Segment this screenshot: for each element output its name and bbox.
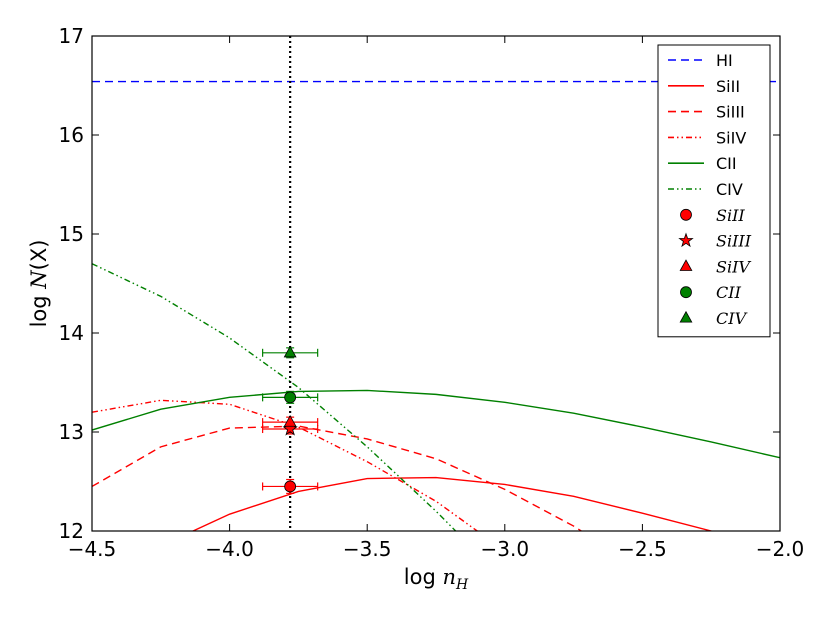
series-line-siiv [92,399,479,531]
plot-area [91,35,781,532]
legend-item-siiii-marker: SiIII [678,232,752,251]
legend: HI SiII SiIII SiIV CII CIV SiII SiIII SiIV CII CIV [657,44,771,338]
legend-label: CII [716,283,742,302]
y-axis-title-suffix: (X) [27,240,51,271]
x-tick-label: −3.5 [343,537,392,561]
legend-swatch [679,259,693,271]
y-tick-label: 12 [59,519,84,543]
y-tick-label: 15 [59,222,84,246]
legend-swatch [679,310,693,323]
series-line-siiii [92,425,583,531]
y-axis-title-var: N [27,270,51,290]
legend-item-siii-line: SiII [668,77,740,96]
y-tick-label: 13 [59,420,84,444]
axis-ticks: −4.5 −4.0 −3.5 −3.0 −2.5 −2.0 12 13 14 15 16 17 [59,24,805,561]
legend-label: SiIV [716,257,751,276]
legend-label: SiII [716,77,740,96]
legend-label: CIV [716,309,748,328]
legend-item-cii-line: CII [668,154,737,173]
y-tick-label: 16 [59,123,84,147]
legend-box [657,44,771,338]
legend-item-siiv-line: SiIV [668,128,746,147]
legend-item-cii-marker: CII [680,283,742,302]
series-line-civ [92,263,457,531]
x-tick-label: −4.5 [68,537,117,561]
y-tick-label: 14 [59,321,84,345]
y-tick-label: 17 [59,24,84,48]
series-line-siii [191,476,714,531]
legend-label: SiII [716,206,745,225]
x-axis-title-sub: H [455,577,469,593]
legend-swatch [678,232,694,248]
legend-item-hi-line: HI [668,51,733,70]
legend-label: CIV [716,180,743,199]
series-line-cii [92,389,780,459]
legend-label: HI [716,51,733,70]
legend-swatch [680,286,692,299]
legend-label: SiIII [716,232,752,251]
marker-circle [284,480,297,493]
marker-triangle [283,345,297,358]
legend-item-siiii-line: SiIII [668,103,745,122]
x-axis-title-prefix: log [404,565,443,589]
legend-label: SiIII [716,103,745,122]
x-tick-label: −3.0 [481,537,530,561]
legend-label: SiIV [716,128,746,147]
legend-swatch [680,208,692,221]
marker-triangle [283,414,297,427]
marker-circle [284,391,297,404]
legend-item-siii-marker: SiII [680,206,745,225]
legend-item-siiv-marker: SiIV [679,257,751,276]
y-axis-title-prefix: log [27,289,51,328]
y-axis-title: log N(X) [27,240,51,328]
x-axis-title-var: n [442,565,456,589]
x-tick-label: −4.0 [205,537,254,561]
x-tick-label: −2.5 [618,537,667,561]
legend-label: CII [716,154,737,173]
x-tick-label: −2.0 [756,537,805,561]
data-point-cii-circle [262,390,319,404]
x-axis-title: log nH [404,565,469,593]
data-point-siiv-triangle [262,414,319,428]
data-point-civ-triangle [262,345,319,359]
legend-item-civ-line: CIV [668,180,743,199]
data-point-siii-circle [262,478,319,494]
plot-frame [91,35,781,532]
marker-star [282,420,298,436]
legend-item-civ-marker: CIV [679,309,748,328]
